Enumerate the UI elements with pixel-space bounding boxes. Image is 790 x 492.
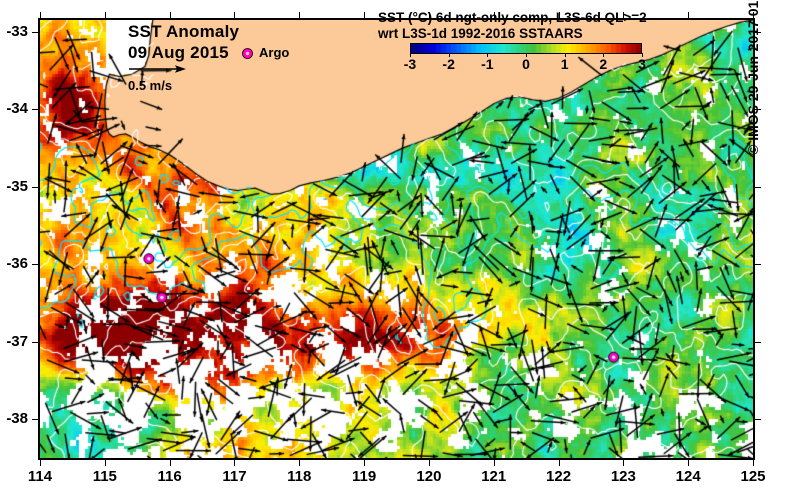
x-tick (753, 459, 754, 466)
colorbar[interactable]: -3 -2 -1 0 1 2 3 (404, 41, 646, 72)
x-tick-top (428, 12, 430, 19)
legend-title-line1: SST (°C) 6d ngt-only comp, L3S-6d QL>=2 (378, 10, 647, 25)
y-tick-right (754, 31, 761, 33)
y-tick-label: -34 (6, 100, 28, 118)
x-tick (104, 459, 106, 466)
x-tick-label: 117 (222, 468, 247, 485)
colorbar-tick (448, 53, 450, 57)
x-tick-label: 125 (740, 468, 766, 485)
x-tick-top (234, 12, 236, 19)
y-tick-label: -33 (6, 22, 28, 40)
x-tick-label: 116 (157, 468, 182, 485)
x-tick-top (364, 12, 366, 19)
colorbar-tick-label: 0 (522, 56, 530, 72)
x-tick-top (299, 12, 301, 19)
colorbar-tick (564, 53, 566, 57)
x-tick-top (493, 12, 495, 19)
colorbar-tick (603, 53, 605, 57)
x-tick (558, 459, 560, 466)
x-tick-label: 120 (416, 468, 442, 485)
x-tick-label: 119 (351, 468, 377, 485)
y-tick-right (754, 186, 761, 188)
x-tick-label: 115 (92, 468, 117, 485)
x-tick-top (623, 12, 625, 19)
y-tick (32, 264, 39, 266)
x-tick (428, 459, 430, 466)
x-tick (623, 459, 625, 466)
x-tick (40, 459, 41, 466)
x-tick-label: 114 (27, 468, 53, 485)
x-tick-top (688, 12, 690, 19)
y-tick-label: -35 (6, 177, 28, 195)
x-tick-top (753, 12, 754, 19)
map-plot-area[interactable] (38, 18, 755, 460)
y-tick-right (754, 264, 761, 266)
y-tick-right (754, 419, 761, 421)
colorbar-tick (526, 53, 527, 57)
colorbar-tick-label: -1 (481, 56, 494, 72)
y-tick-label: -38 (6, 410, 28, 428)
coastline-currents-overlay (40, 20, 753, 458)
colorbar-tick-label: -3 (403, 56, 417, 72)
colorbar-tick-label: 3 (638, 56, 646, 72)
x-tick (493, 459, 495, 466)
colorbar-tick-label: 1 (560, 56, 569, 72)
x-tick-top (104, 12, 106, 19)
colorbar-tick (410, 53, 411, 57)
y-tick-label: -36 (6, 255, 28, 273)
legend-title-line2: wrt L3S-1d 1992-2016 SSTAARS (378, 26, 583, 41)
argo-legend-marker-icon (242, 48, 253, 59)
colorbar-tick-label: -2 (442, 56, 455, 72)
colorbar-gradient (410, 43, 642, 54)
map-title-line2: 09 Aug 2015 (128, 43, 229, 62)
x-tick-label: 123 (610, 468, 636, 485)
map-title-line1: SST Anomaly (128, 22, 240, 41)
y-tick-label: -37 (6, 332, 28, 350)
y-tick (32, 419, 39, 421)
x-tick-top (40, 12, 41, 19)
x-tick-label: 124 (675, 468, 701, 485)
colorbar-tick (642, 53, 643, 57)
x-tick (299, 459, 301, 466)
y-tick-right (754, 109, 761, 111)
reference-vector-arrow-icon (129, 65, 186, 73)
x-tick (688, 459, 690, 466)
x-tick (364, 459, 366, 466)
y-tick (32, 341, 39, 343)
copyright-credit: © IMOS 29-Jun-2017 01:10 Hobart Time (745, 0, 761, 155)
x-tick-label: 121 (481, 468, 507, 485)
y-tick-right (754, 341, 761, 343)
x-tick (169, 459, 171, 466)
colorbar-tick (487, 53, 489, 57)
x-tick-top (558, 12, 560, 19)
y-tick (32, 186, 39, 188)
x-tick (234, 459, 236, 466)
reference-vector-label: 0.5 m/s (128, 78, 173, 93)
argo-legend-label: Argo (259, 45, 290, 60)
colorbar-tick-label: 2 (599, 56, 608, 72)
x-tick-top (169, 12, 171, 19)
x-tick-label: 118 (287, 468, 312, 485)
x-tick-label: 122 (546, 468, 572, 485)
y-tick (32, 31, 39, 33)
y-tick (32, 109, 39, 111)
